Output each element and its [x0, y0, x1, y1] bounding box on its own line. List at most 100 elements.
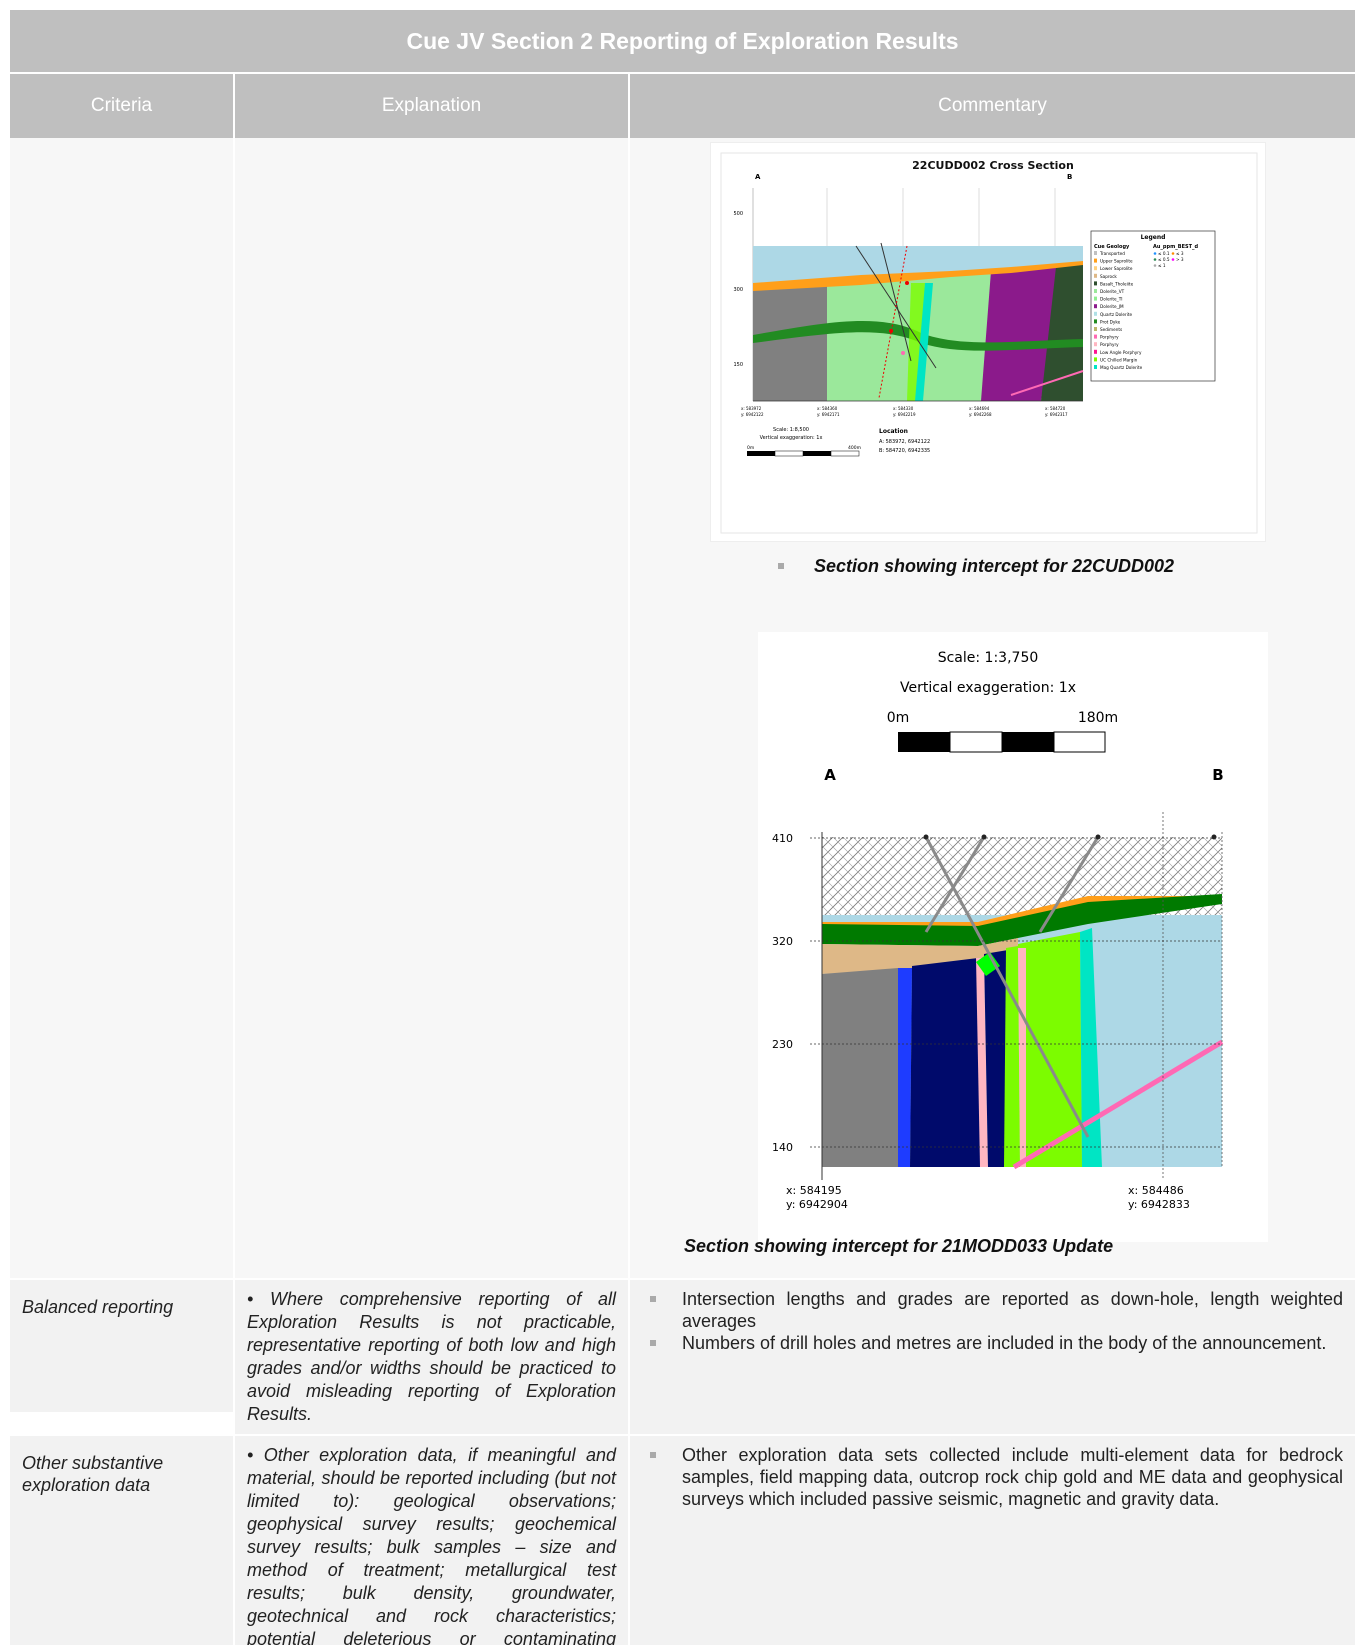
fig1-au-marker: [1153, 264, 1157, 267]
table-row-other-data: Other substantive exploration data • Oth…: [10, 1434, 1355, 1645]
fig1-legend-swatch: [1094, 266, 1097, 271]
fig1-au-item: > 3: [1176, 257, 1184, 262]
fig1-legend-swatch: [1094, 304, 1097, 309]
fig1-location-title: Location: [879, 428, 908, 435]
fig1-ytick-150: 150: [733, 362, 743, 368]
table-row-balanced-reporting: Balanced reporting • Where comprehensive…: [10, 1278, 1355, 1434]
fig1-location-a: A: 583972, 6942122: [879, 439, 930, 445]
fig1-legend-item: Dolerite_TI: [1100, 297, 1123, 302]
fig1-legend-item: Quartz Dolerite: [1100, 312, 1132, 317]
fig1-legend-item: Lower Saprolite: [1100, 266, 1133, 271]
cross-section-21modd033: Scale: 1:3,750 Vertical exaggeration: 1x…: [758, 632, 1268, 1242]
fig1-legend-swatch: [1094, 349, 1097, 354]
fig1-legend-item: Basalt_Tholeiite: [1100, 281, 1134, 286]
fig1-legend-swatch: [1094, 342, 1097, 347]
explanation-balanced-reporting: • Where comprehensive reporting of all E…: [235, 1280, 630, 1434]
fig2-scale-left: 0m: [887, 710, 910, 726]
fig1-coord-label: x: 584330: [893, 406, 914, 411]
fig1-legend-swatch: [1094, 258, 1097, 263]
fig2-end-b: B: [1212, 766, 1223, 784]
fig2-coord-left-y: y: 6942904: [786, 1198, 848, 1211]
fig1-coord-label: y: 6942268: [969, 412, 992, 417]
caption1-bullet: [778, 563, 784, 569]
fig2-coord-left-x: x: 584195: [786, 1184, 842, 1197]
fig1-coord-label: x: 583972: [741, 406, 762, 411]
fig1-coord-label: y: 6942317: [1045, 412, 1068, 417]
fig1-legend-swatch: [1094, 281, 1097, 286]
fig1-coord-label: y: 6942122: [741, 412, 764, 417]
fig1-legend-swatch: [1094, 273, 1097, 278]
fig1-legend-item: Mag Quartz Dolerite: [1100, 365, 1143, 370]
fig1-legend-swatch: [1094, 327, 1097, 331]
fig2-ytick-230: 230: [772, 1038, 793, 1051]
explanation-cell-empty: [235, 138, 630, 1278]
fig2-ytick-320: 320: [772, 935, 793, 948]
caption-22cudd002: Section showing intercept for 22CUDD002: [814, 556, 1175, 576]
criteria-cell-empty: [10, 138, 235, 1278]
fig1-location-b: B: 584720, 6942335: [879, 448, 930, 454]
fig1-ytick-500: 500: [733, 211, 743, 217]
fig1-legend-swatch: [1094, 296, 1097, 301]
fig1-ytick-300: 300: [733, 287, 743, 293]
fig2-scale-right: 180m: [1078, 710, 1118, 726]
fig1-legend-item: Porphyry: [1100, 342, 1119, 347]
table-title: Cue JV Section 2 Reporting of Exploratio…: [10, 10, 1355, 74]
fig1-au-item: ≤ 3: [1176, 251, 1184, 256]
fig2-end-a: A: [824, 766, 836, 784]
fig1-legend-item: Dolerite_VT: [1100, 289, 1125, 294]
fig1-legend-swatch: [1094, 251, 1097, 255]
commentary-other-data: Other exploration data sets collected in…: [630, 1436, 1355, 1645]
jorc-table: Cue JV Section 2 Reporting of Exploratio…: [10, 10, 1355, 1645]
fig1-au-marker: [1153, 252, 1157, 255]
commentary-bullet: Other exploration data sets collected in…: [640, 1444, 1343, 1510]
fig1-legend-swatch: [1094, 334, 1097, 339]
commentary-bullet: Numbers of drill holes and metres are in…: [640, 1332, 1343, 1354]
fig1-legend-item: Prot Dyke: [1100, 319, 1121, 324]
fig1-coord-label: x: 584694: [969, 406, 990, 411]
fig1-au-item: ≤ 1: [1158, 263, 1166, 268]
fig1-coord-label: y: 6942171: [817, 412, 840, 417]
criteria-header: Criteria: [10, 74, 235, 138]
fig1-legend-title: Legend: [1141, 234, 1166, 241]
fig1-au-marker: [1171, 258, 1175, 261]
fig1-au-item: ≤ 0.1: [1158, 251, 1170, 256]
fig1-legend-swatch: [1094, 319, 1097, 324]
fig1-scale-right: 400m: [848, 445, 861, 451]
criteria-other-data: Other substantive exploration data: [10, 1436, 235, 1645]
fig1-scale: Scale: 1:8,500: [773, 427, 809, 433]
fig1-legend-item: Low Angle Porphyry: [1100, 350, 1142, 355]
criteria-balanced-reporting: Balanced reporting: [10, 1280, 235, 1412]
commentary-balanced-reporting: Intersection lengths and grades are repo…: [630, 1280, 1355, 1434]
fig1-legend-item: Transported: [1099, 251, 1125, 256]
fig2-ytick-410: 410: [772, 832, 793, 845]
fig1-legend-item: Dolerite_JM: [1100, 304, 1124, 309]
fig2-exaggeration: Vertical exaggeration: 1x: [900, 680, 1076, 696]
fig1-legend-item: Saprock: [1100, 274, 1117, 279]
fig1-legend-item: Upper Saprolite: [1100, 259, 1133, 264]
fig1-au-marker: [1171, 252, 1175, 255]
fig1-coord-label: x: 584360: [817, 406, 838, 411]
fig1-coord-label: x: 584720: [1045, 406, 1066, 411]
fig1-legend-item: Sediments: [1100, 327, 1122, 332]
fig1-end-a: A: [755, 173, 761, 181]
fig1-au-item: ≤ 0.5: [1158, 257, 1170, 262]
fig1-legend-au: Au_ppm_BEST_d: [1153, 244, 1199, 250]
explanation-other-data: • Other exploration data, if meaningful …: [235, 1436, 630, 1645]
fig1-coord-label: y: 6942219: [893, 412, 916, 417]
fig1-legend-geo: Cue Geology: [1094, 244, 1130, 250]
commentary-header: Commentary: [630, 74, 1355, 138]
fig1-legend-item: UC Chilled Margin: [1100, 357, 1138, 362]
header-row: Criteria Explanation Commentary: [10, 74, 1355, 138]
fig1-legend-swatch: [1094, 289, 1097, 293]
fig2-coord-right-y: y: 6942833: [1128, 1198, 1190, 1211]
fig1-legend-swatch: [1094, 365, 1097, 369]
figure-row: 22CUDD002 Cross Section A B 500 300 150: [10, 138, 1355, 1278]
fig1-end-b: B: [1067, 173, 1072, 181]
fig1-title: 22CUDD002 Cross Section: [912, 159, 1074, 172]
cross-section-22cudd002: 22CUDD002 Cross Section A B 500 300 150: [710, 142, 1266, 542]
caption-21modd033: Section showing intercept for 21MODD033 …: [684, 1236, 1114, 1256]
fig1-legend-item: Porphyry: [1100, 335, 1119, 340]
fig1-au-marker: [1153, 258, 1157, 261]
fig2-coord-right-x: x: 584486: [1128, 1184, 1184, 1197]
fig1-exaggeration: Vertical exaggeration: 1x: [760, 435, 823, 441]
